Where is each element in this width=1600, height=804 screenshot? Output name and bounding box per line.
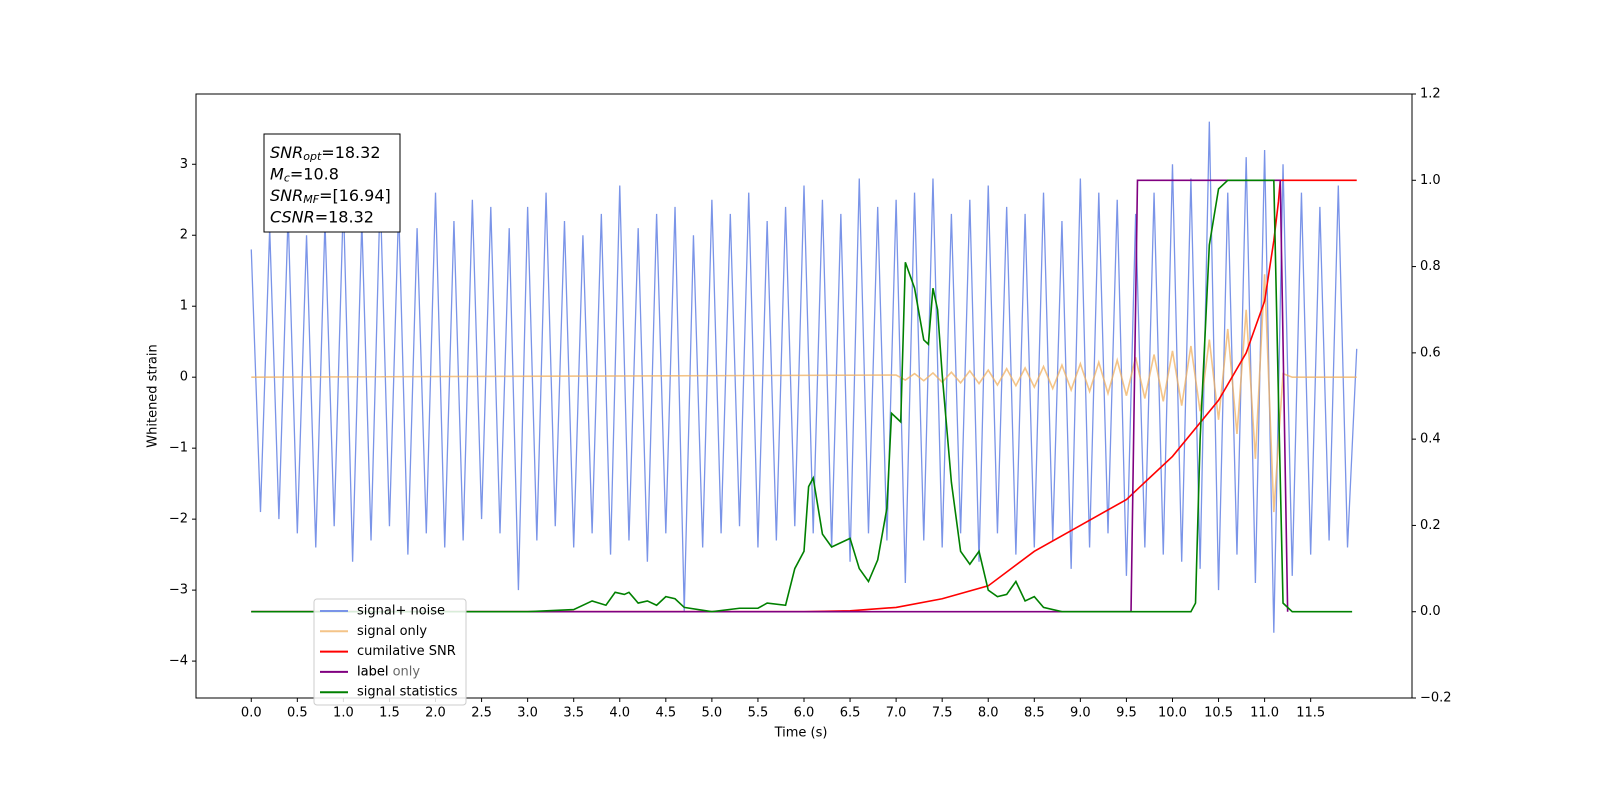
y2-tick-label: 0.8	[1420, 259, 1441, 274]
series-line	[251, 179, 1289, 613]
annotation-symbol: M	[270, 164, 284, 183]
legend: label only signal+ noise signal only cumila…	[313, 598, 467, 706]
x-tick-label: 9.5	[1116, 706, 1137, 721]
annotation-symbol: SNR	[270, 186, 303, 205]
x-tick-label: 9.0	[1070, 706, 1091, 721]
x-tick-label: 6.0	[794, 706, 815, 721]
legend-frame	[313, 598, 467, 706]
y-tick-label: −4	[169, 654, 188, 669]
y2-tick-label: 1.2	[1420, 87, 1441, 102]
annotation-subscript: MF	[303, 193, 319, 206]
plot-area	[250, 121, 1358, 633]
y2-tick-label: 0.0	[1420, 604, 1441, 619]
annotation-line: CSNR=18.32	[270, 207, 374, 226]
x-tick-label: 1.5	[379, 706, 400, 721]
legend-label: signal+ noise	[357, 604, 445, 619]
legend-label: label	[357, 664, 388, 679]
annotation-line: SNRopt=18.32	[270, 143, 381, 164]
x-tick-label: 8.5	[1024, 706, 1045, 721]
x-tick-label: 8.0	[978, 706, 999, 721]
legend-label: signal only	[357, 624, 427, 639]
y-tick-label: 2	[180, 228, 188, 243]
x-tick-label: 3.5	[563, 706, 584, 721]
x-tick-label: 4.5	[655, 706, 676, 721]
y2-tick-label: −0.2	[1420, 691, 1452, 706]
y2-tick-label: 0.4	[1420, 432, 1441, 447]
legend-label: signal statistics	[357, 685, 458, 700]
annotation-value: =10.8	[290, 164, 339, 183]
y2-tick-label: 0.6	[1420, 345, 1441, 360]
y-tick-label: 1	[180, 299, 188, 314]
x-tick-label: 5.5	[748, 706, 769, 721]
x-tick-label: 0.0	[241, 706, 262, 721]
hidden-legend-text: label only	[357, 665, 420, 680]
y2-tick-label: 0.2	[1420, 518, 1441, 533]
y2-tick-label: 1.0	[1420, 173, 1441, 188]
y-axis-label: Whitened strain	[146, 344, 161, 447]
x-tick-label: 0.5	[287, 706, 308, 721]
x-tick-label: 11.5	[1296, 706, 1325, 721]
x-tick-label: 2.5	[471, 706, 492, 721]
series-line	[251, 274, 1357, 513]
x-tick-label: 7.5	[932, 706, 953, 721]
y-tick-label: −2	[169, 512, 188, 527]
x-axis-label: Time (s)	[774, 726, 828, 741]
x-tick-label: 11.0	[1250, 706, 1279, 721]
y-tick-label: 0	[180, 370, 188, 385]
x-tick-label: 1.0	[333, 706, 354, 721]
x-tick-label: 10.5	[1204, 706, 1233, 721]
y-tick-label: −1	[169, 441, 188, 456]
x-tick-label: 7.0	[886, 706, 907, 721]
annotation-value: =18.32	[321, 143, 380, 162]
x-tick-label: 5.0	[702, 706, 723, 721]
ticks: 0.0 0.5 1.0 1.5 2.0 2.5 3.0 3.5 4.0 4.5 5.0 5.5 6.0 6…	[169, 87, 1452, 721]
annotation-value: =18.32	[315, 207, 374, 226]
annotation-subscript: opt	[303, 150, 322, 163]
series-line	[251, 179, 1353, 613]
y-tick-label: −3	[169, 583, 188, 598]
legend-label: cumilative SNR	[357, 644, 456, 659]
x-tick-label: 4.0	[609, 706, 630, 721]
series-line	[250, 121, 1358, 633]
x-tick-label: 3.0	[517, 706, 538, 721]
x-tick-label: 2.0	[425, 706, 446, 721]
annotation-line: SNRMF=[16.94]	[270, 186, 391, 207]
y-tick-label: 3	[180, 157, 188, 172]
annotation-box: SNRopt=18.32Mc=10.8SNRMF=[16.94]CSNR=18.…	[263, 133, 401, 233]
annotation-frame	[263, 133, 401, 233]
annotation-symbol: SNR	[270, 143, 303, 162]
x-tick-label: 10.0	[1158, 706, 1187, 721]
annotation-value: =[16.94]	[319, 186, 391, 205]
annotation-line: Mc=10.8	[270, 164, 339, 185]
annotation-subscript: c	[284, 172, 290, 185]
annotation-symbol: CSNR	[270, 207, 315, 226]
x-tick-label: 6.5	[840, 706, 861, 721]
